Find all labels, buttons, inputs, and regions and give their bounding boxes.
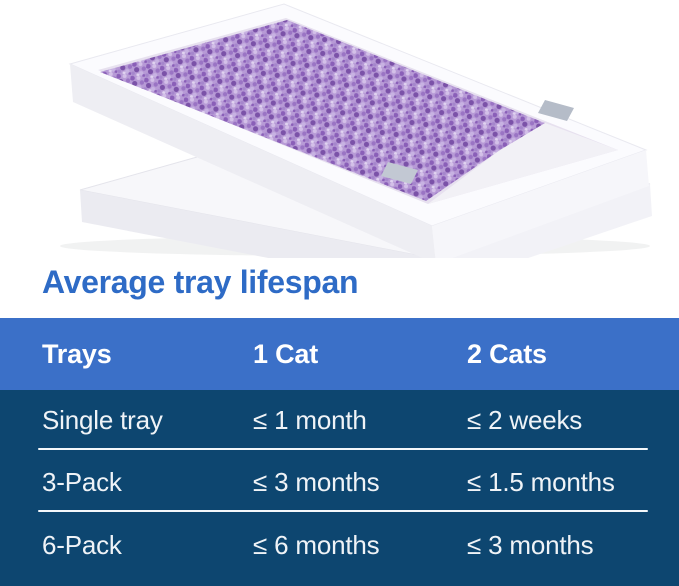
cell-two-cats: ≤ 1.5 months bbox=[467, 466, 615, 497]
column-header-trays: Trays bbox=[42, 338, 112, 369]
cell-two-cats: ≤ 3 months bbox=[467, 530, 594, 560]
tray-tab bbox=[381, 162, 418, 184]
cell-one-cat: ≤ 6 months bbox=[253, 530, 380, 560]
cell-one-cat: ≤ 3 months bbox=[253, 466, 380, 497]
column-header-2-cats: 2 Cats bbox=[467, 338, 547, 369]
litter-tray bbox=[68, 3, 649, 264]
table-header-row: Trays 1 Cat 2 Cats bbox=[0, 318, 679, 390]
section-title: Average tray lifespan bbox=[42, 264, 359, 300]
lifespan-table: Trays 1 Cat 2 Cats Single tray ≤ 1 month… bbox=[0, 318, 679, 586]
litter-tray-illustration bbox=[60, 3, 652, 290]
cell-one-cat: ≤ 1 month bbox=[253, 405, 367, 435]
table-row-6-pack: 6-Pack ≤ 6 months ≤ 3 months bbox=[0, 513, 679, 586]
row-divider bbox=[38, 510, 648, 512]
cell-tray-type: 6-Pack bbox=[42, 530, 122, 560]
tray-tab bbox=[538, 100, 574, 121]
cell-tray-type: 3-Pack bbox=[42, 466, 122, 497]
product-photo bbox=[0, 0, 679, 290]
crystal-litter bbox=[100, 20, 545, 201]
cell-two-cats: ≤ 2 weeks bbox=[467, 405, 583, 435]
table-row-single-tray: Single tray ≤ 1 month ≤ 2 weeks bbox=[0, 390, 679, 451]
column-header-1-cat: 1 Cat bbox=[253, 338, 319, 369]
cell-tray-type: Single tray bbox=[42, 405, 163, 435]
table-row-3-pack: 3-Pack ≤ 3 months ≤ 1.5 months bbox=[0, 451, 679, 513]
table-body: Single tray ≤ 1 month ≤ 2 weeks 3-Pack ≤… bbox=[0, 390, 679, 586]
row-divider bbox=[38, 448, 648, 450]
